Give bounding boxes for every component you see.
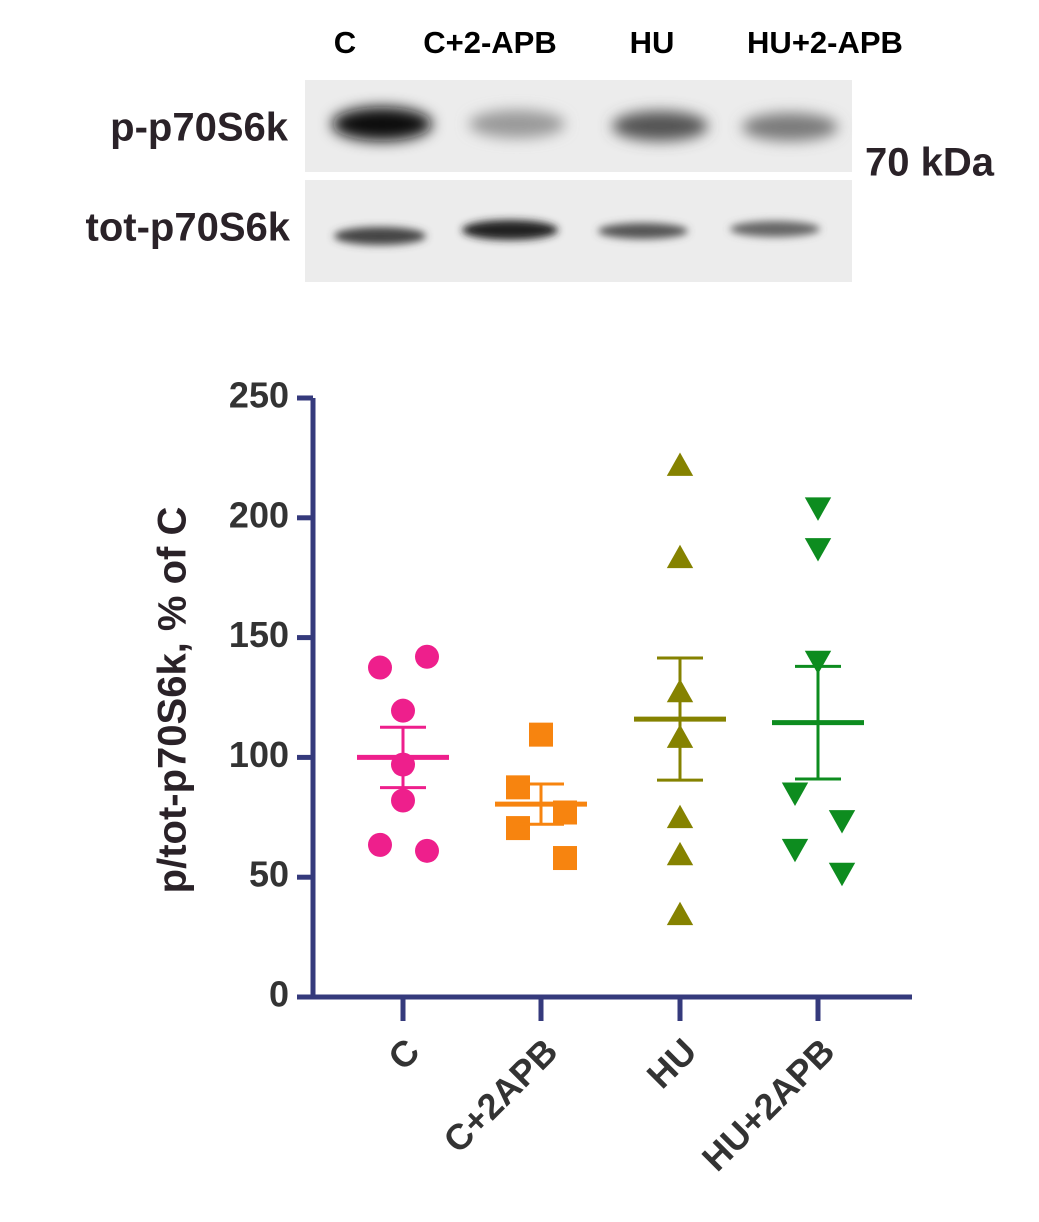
x-tick-label: C — [380, 1030, 427, 1077]
band — [469, 110, 565, 138]
band — [612, 111, 708, 141]
lane-label: C — [334, 25, 356, 60]
data-point — [391, 698, 415, 723]
band — [332, 107, 432, 141]
data-point — [415, 838, 439, 863]
band — [742, 113, 838, 141]
size-label: 70 kDa — [865, 141, 995, 185]
band — [598, 223, 688, 239]
row-label: tot-p70S6k — [86, 206, 291, 250]
data-point — [828, 862, 856, 887]
band — [462, 220, 558, 240]
y-tick-label: 200 — [229, 494, 289, 535]
data-point — [506, 775, 530, 800]
data-point — [506, 816, 530, 841]
data-point — [804, 650, 832, 675]
data-point — [666, 841, 694, 866]
band — [730, 221, 820, 237]
y-axis-label: p/tot-p70S6k, % of C — [151, 507, 195, 894]
data-point — [553, 846, 577, 871]
data-point — [368, 655, 392, 680]
blot: C C+2-APB HU HU+2-APB p-p70S6k tot-p70S6… — [86, 25, 995, 282]
data-point — [529, 722, 553, 747]
data-point — [804, 538, 832, 562]
y-tick-label: 250 — [229, 375, 289, 416]
band — [334, 227, 426, 245]
y-tick-label: 100 — [229, 734, 289, 775]
data-point — [368, 832, 392, 857]
data-point — [415, 644, 439, 669]
data-point — [666, 544, 694, 569]
row-label: p-p70S6k — [110, 106, 289, 150]
data-point — [391, 788, 415, 813]
y-tick-label: 150 — [229, 614, 289, 655]
data-point — [666, 452, 694, 476]
data-point — [804, 497, 832, 521]
data-point — [666, 804, 694, 829]
data-point — [666, 901, 694, 926]
data-point — [781, 838, 809, 863]
x-tick-label: HU+2APB — [694, 1030, 843, 1179]
x-tick-label: C+2APB — [435, 1030, 565, 1160]
y-tick-label: 50 — [249, 854, 289, 895]
y-tick-label: 0 — [269, 974, 289, 1015]
lane-label: HU — [630, 25, 675, 60]
lane-label: C+2-APB — [423, 25, 557, 60]
x-tick-label: HU — [639, 1030, 705, 1096]
lane-label: HU+2-APB — [747, 25, 903, 60]
data-point — [828, 810, 856, 834]
data-point — [781, 782, 809, 806]
